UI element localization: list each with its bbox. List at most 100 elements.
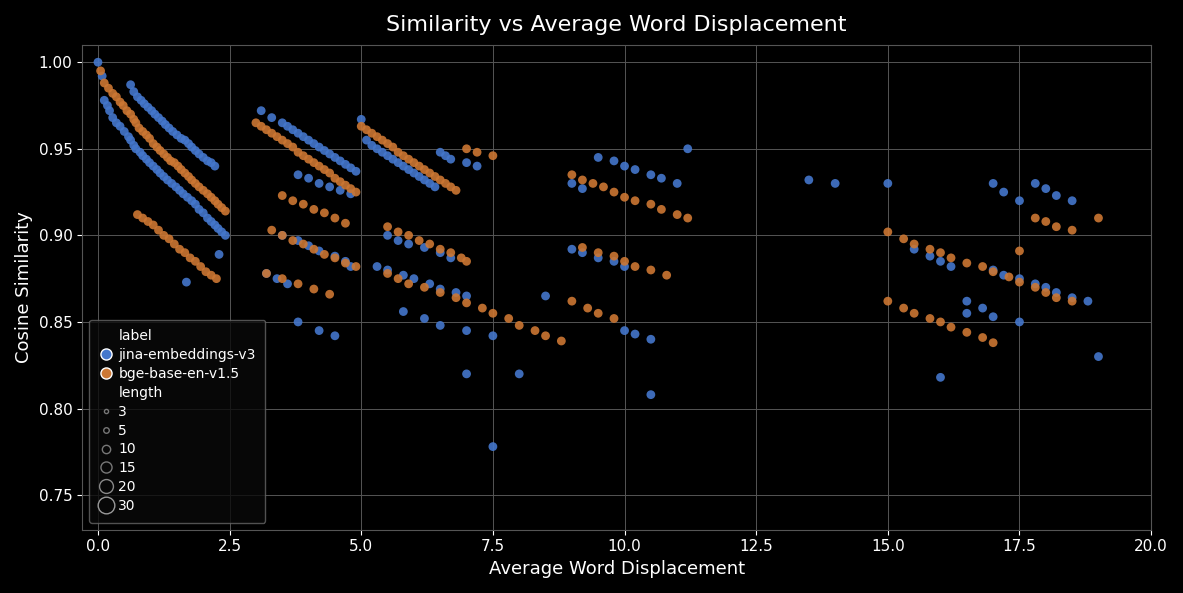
Point (800, 175, 819, 184)
Point (289, 170, 308, 180)
Point (98, 101, 117, 110)
Point (389, 274, 408, 283)
Point (263, 129, 282, 138)
Point (931, 317, 950, 327)
Point (198, 213, 216, 223)
Point (957, 259, 976, 268)
Point (289, 317, 308, 327)
Point (437, 178, 455, 188)
Point (415, 314, 434, 323)
Point (641, 170, 660, 180)
Point (293, 239, 312, 248)
Point (457, 326, 476, 335)
Title: Similarity vs Average Word Displacement: Similarity vs Average Word Displacement (387, 15, 847, 35)
Point (394, 151, 413, 161)
Point (510, 321, 529, 330)
Point (167, 182, 186, 192)
Point (379, 231, 397, 240)
Point (652, 205, 671, 214)
Point (446, 288, 465, 297)
Point (658, 270, 677, 280)
Point (283, 142, 302, 152)
Point (159, 152, 177, 162)
Point (315, 250, 334, 259)
Point (1026, 213, 1045, 223)
Point (605, 314, 623, 323)
Point (164, 158, 183, 167)
Point (212, 227, 231, 237)
Point (615, 161, 634, 171)
Point (310, 326, 329, 335)
Point (431, 284, 450, 294)
Point (431, 288, 450, 297)
Point (124, 114, 143, 124)
Point (283, 125, 302, 135)
Point (119, 132, 138, 141)
Point (149, 225, 168, 235)
Point (135, 99, 154, 109)
Point (131, 95, 150, 105)
Point (347, 187, 366, 197)
Point (168, 130, 187, 140)
Point (426, 182, 445, 192)
Point (957, 327, 976, 337)
Point (99, 84, 118, 93)
Point (605, 251, 623, 261)
Point (150, 146, 169, 155)
Point (331, 177, 350, 186)
Point (431, 148, 450, 157)
Point (153, 116, 172, 126)
Point (641, 334, 660, 344)
Point (196, 267, 215, 276)
Point (206, 161, 225, 171)
Point (106, 92, 125, 101)
Point (484, 151, 503, 161)
Point (484, 331, 503, 340)
Point (379, 222, 397, 231)
Point (573, 175, 592, 184)
Point (103, 88, 122, 98)
Point (91, 66, 110, 75)
Point (336, 257, 355, 266)
Point (525, 326, 544, 335)
Point (415, 175, 434, 184)
Point (174, 189, 193, 199)
Point (331, 156, 350, 165)
Point (289, 236, 308, 246)
Point (299, 241, 318, 250)
Point (615, 262, 634, 271)
Point (115, 127, 134, 136)
Point (207, 274, 226, 283)
Point (140, 158, 159, 167)
Point (325, 253, 344, 263)
Point (170, 244, 189, 254)
Point (134, 213, 153, 223)
Point (984, 178, 1003, 188)
Point (304, 139, 323, 148)
Point (137, 154, 156, 164)
Point (1010, 278, 1029, 287)
Point (148, 165, 167, 174)
Point (273, 231, 292, 240)
Point (351, 114, 370, 124)
Point (437, 151, 455, 161)
Point (626, 262, 645, 271)
Point (984, 312, 1003, 321)
Point (304, 284, 323, 294)
Point (117, 106, 136, 116)
Point (140, 133, 159, 143)
Point (894, 304, 913, 313)
Point (278, 279, 297, 289)
Point (304, 244, 323, 254)
Point (942, 323, 961, 332)
Point (1010, 196, 1029, 205)
Point (1026, 279, 1045, 289)
Point (415, 165, 434, 174)
Point (826, 178, 845, 188)
Point (304, 158, 323, 167)
Point (148, 142, 167, 152)
Point (124, 141, 143, 150)
Point (181, 253, 200, 263)
Point (920, 244, 939, 254)
Point (383, 142, 402, 152)
